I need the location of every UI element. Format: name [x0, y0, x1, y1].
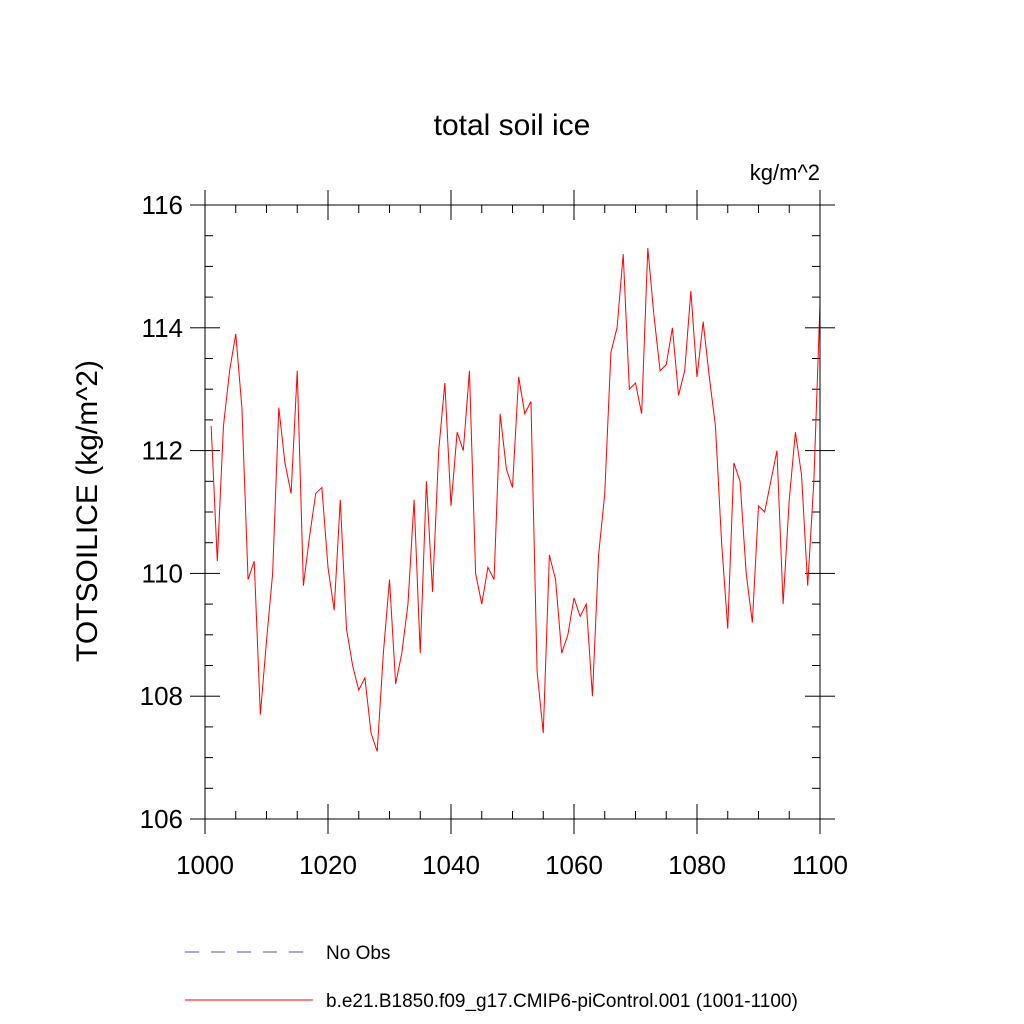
x-tick-label: 1080 [668, 850, 726, 880]
y-axis-label: TOTSOILICE (kg/m^2) [71, 360, 104, 662]
chart-title: total soil ice [434, 109, 591, 142]
y-tick-label: 108 [140, 681, 183, 711]
plot-frame [204, 204, 821, 820]
series-line-1 [210, 247, 821, 752]
axis-ticks: 1000 1020 1040 1060 1080 1100 106 108 110 112 114 1… [140, 190, 848, 880]
x-tick-label: 1000 [176, 850, 234, 880]
units-label: kg/m^2 [750, 160, 820, 185]
x-tick-label: 1040 [422, 850, 480, 880]
x-tick-label: 1020 [299, 850, 357, 880]
y-tick-label: 112 [142, 436, 183, 466]
legend-label: b.e21.B1850.f09_g17.CMIP6-piControl.001 … [326, 991, 798, 1012]
y-tick-label: 106 [140, 804, 183, 834]
y-tick-label: 110 [142, 558, 183, 588]
x-tick-label: 1100 [792, 850, 848, 880]
series-layer [210, 247, 821, 752]
y-tick-label: 116 [142, 190, 183, 220]
y-tick-label: 114 [142, 313, 183, 343]
legend: No Obs b.e21.B1850.f09_g17.CMIP6-piContro… [185, 943, 798, 1012]
legend-label: No Obs [326, 943, 390, 964]
x-tick-label: 1060 [545, 850, 603, 880]
